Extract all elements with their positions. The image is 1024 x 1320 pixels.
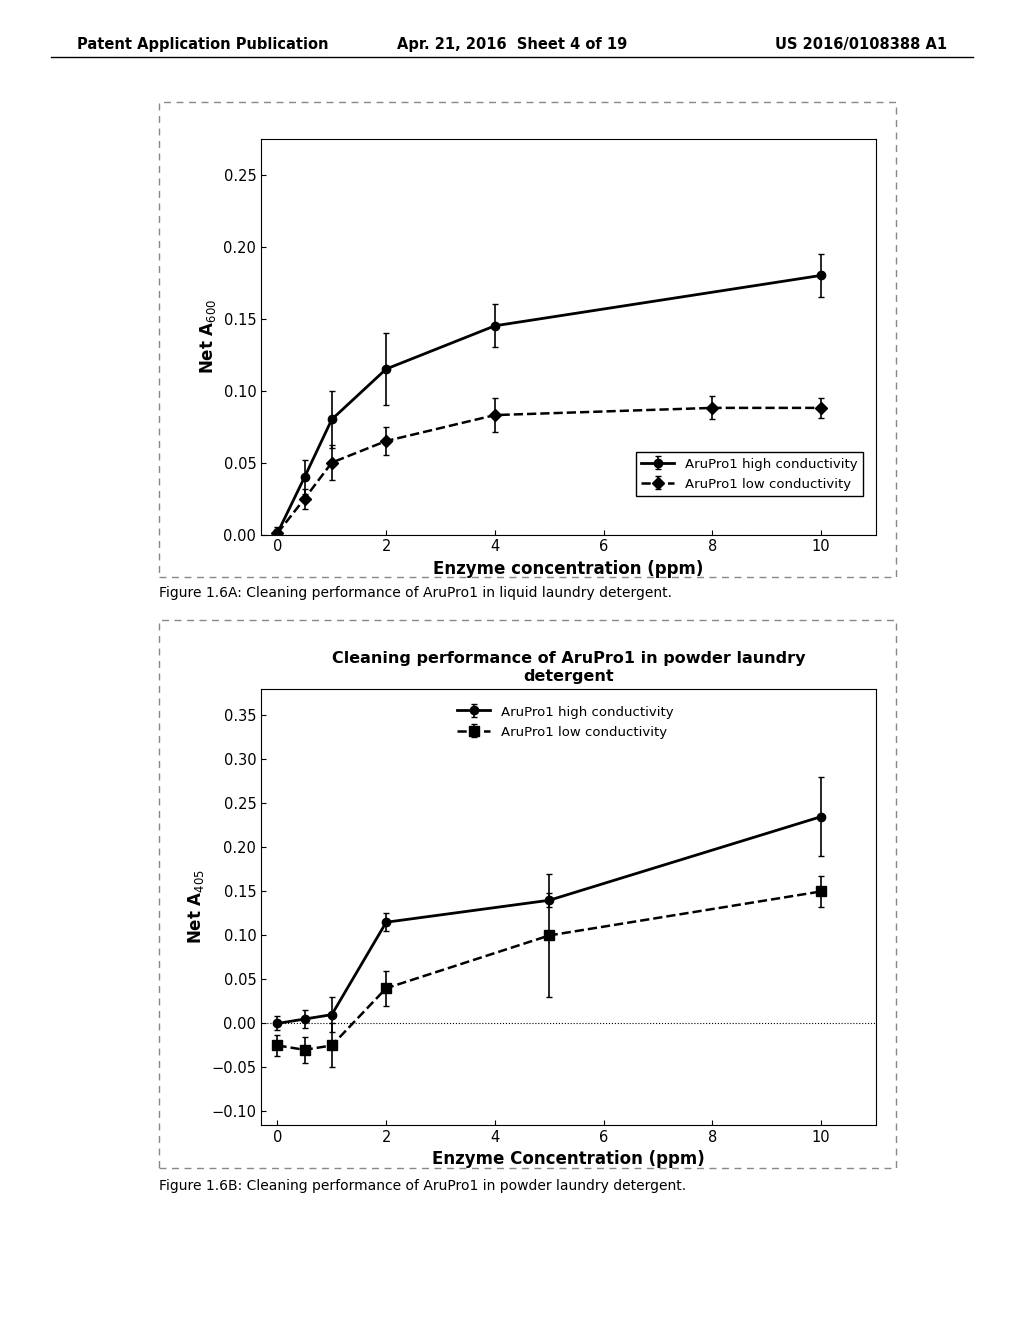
Legend: AruPro1 high conductivity, AruPro1 low conductivity: AruPro1 high conductivity, AruPro1 low c… [452, 700, 679, 744]
Text: Figure 1.6A: Cleaning performance of AruPro1 in liquid laundry detergent.: Figure 1.6A: Cleaning performance of Aru… [159, 586, 672, 601]
Text: Patent Application Publication: Patent Application Publication [77, 37, 329, 51]
Title: Cleaning performance of AruPro1 in powder laundry
detergent: Cleaning performance of AruPro1 in powde… [332, 651, 805, 684]
Y-axis label: Net A$_{600}$: Net A$_{600}$ [198, 298, 218, 375]
Text: US 2016/0108388 A1: US 2016/0108388 A1 [775, 37, 947, 51]
X-axis label: Enzyme concentration (ppm): Enzyme concentration (ppm) [433, 560, 703, 578]
X-axis label: Enzyme Concentration (ppm): Enzyme Concentration (ppm) [432, 1150, 705, 1168]
Text: Figure 1.6B: Cleaning performance of AruPro1 in powder laundry detergent.: Figure 1.6B: Cleaning performance of Aru… [159, 1179, 686, 1193]
Y-axis label: Net A$_{405}$: Net A$_{405}$ [185, 870, 206, 944]
Text: Apr. 21, 2016  Sheet 4 of 19: Apr. 21, 2016 Sheet 4 of 19 [397, 37, 627, 51]
Legend: AruPro1 high conductivity, AruPro1 low conductivity: AruPro1 high conductivity, AruPro1 low c… [636, 453, 863, 496]
